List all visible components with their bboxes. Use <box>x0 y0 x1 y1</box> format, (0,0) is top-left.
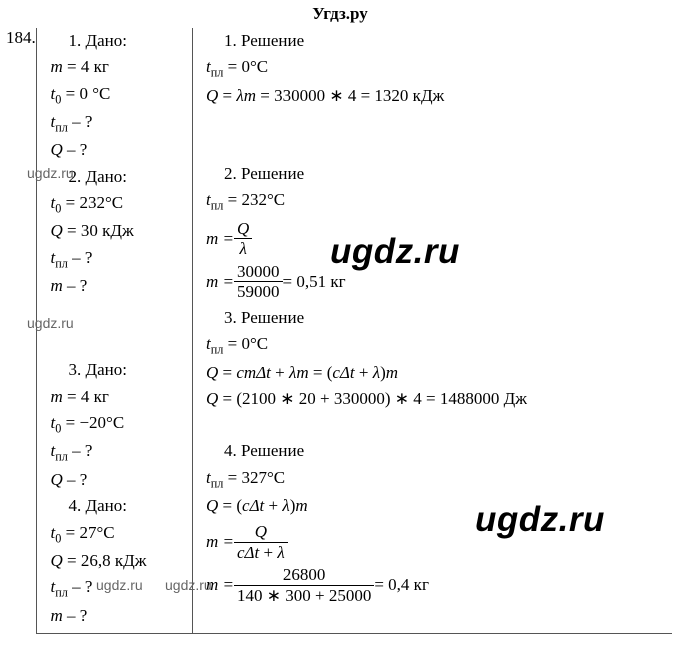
p4-given-line: Q = 26,8 кДж <box>51 548 186 574</box>
columns: 1. Дано: m = 4 кг t0 = 0 °C tпл – ? Q – … <box>36 28 672 634</box>
p2-given-line: t0 = 232°C <box>51 190 186 218</box>
watermark-small: ugdz.ru <box>165 577 212 593</box>
p2-given-line: tпл – ? <box>51 245 186 273</box>
content: 184. 1. Дано: m = 4 кг t0 = 0 °C tпл – ?… <box>0 28 680 634</box>
p3-given-line: Q – ? <box>51 467 186 493</box>
watermark-big: ugdz.ru <box>330 232 460 272</box>
p3-sol-line: Q = (2100 ∗ 20 + 330000) ∗ 4 = 1488000 Д… <box>206 386 666 412</box>
p3-given-line: m = 4 кг <box>51 384 186 410</box>
watermark-small: ugdz.ru <box>27 315 74 331</box>
p1-sol-line: tпл = 0°C <box>206 54 666 82</box>
p3-sol-line: tпл = 0°C <box>206 331 666 359</box>
p2-given-line: m – ? <box>51 273 186 299</box>
watermark-big: ugdz.ru <box>475 500 605 540</box>
p1-given-line: Q – ? <box>51 137 186 163</box>
p3-given-line: tпл – ? <box>51 438 186 466</box>
watermark-small: ugdz.ru <box>96 577 143 593</box>
solution-column: 1. Решение tпл = 0°C Q = λm = 330000 ∗ 4… <box>192 28 672 633</box>
p3-given-title: 3. Дано: <box>51 357 186 383</box>
p1-sol-line: Q = λm = 330000 ∗ 4 = 1320 кДж <box>206 83 666 109</box>
p1-given-line: m = 4 кг <box>51 54 186 80</box>
p1-given-title: 1. Дано: <box>51 28 186 54</box>
p2-given-line: Q = 30 кДж <box>51 218 186 244</box>
p3-sol-line: Q = cmΔt + λm = (cΔt + λ)m <box>206 360 666 386</box>
p3-given-line: t0 = −20°C <box>51 410 186 438</box>
p2-sol-title: 2. Решение <box>206 161 666 187</box>
p4-sol-line: tпл = 327°C <box>206 465 666 493</box>
p4-sol-frac2: m = 26800140 ∗ 300 + 25000 = 0,4 кг <box>206 565 666 605</box>
watermark-small: ugdz.ru <box>27 165 74 181</box>
p1-given-line: tпл – ? <box>51 109 186 137</box>
p4-given-title: 4. Дано: <box>51 493 186 519</box>
p1-given-line: t0 = 0 °C <box>51 81 186 109</box>
p3-sol-title: 3. Решение <box>206 305 666 331</box>
p4-given-line: t0 = 27°C <box>51 520 186 548</box>
p4-sol-title: 4. Решение <box>206 438 666 464</box>
problem-number: 184. <box>6 28 36 48</box>
p4-given-line: m – ? <box>51 603 186 629</box>
site-header: Угдз.ру <box>0 0 680 28</box>
p1-sol-title: 1. Решение <box>206 28 666 54</box>
p2-sol-line: tпл = 232°C <box>206 187 666 215</box>
